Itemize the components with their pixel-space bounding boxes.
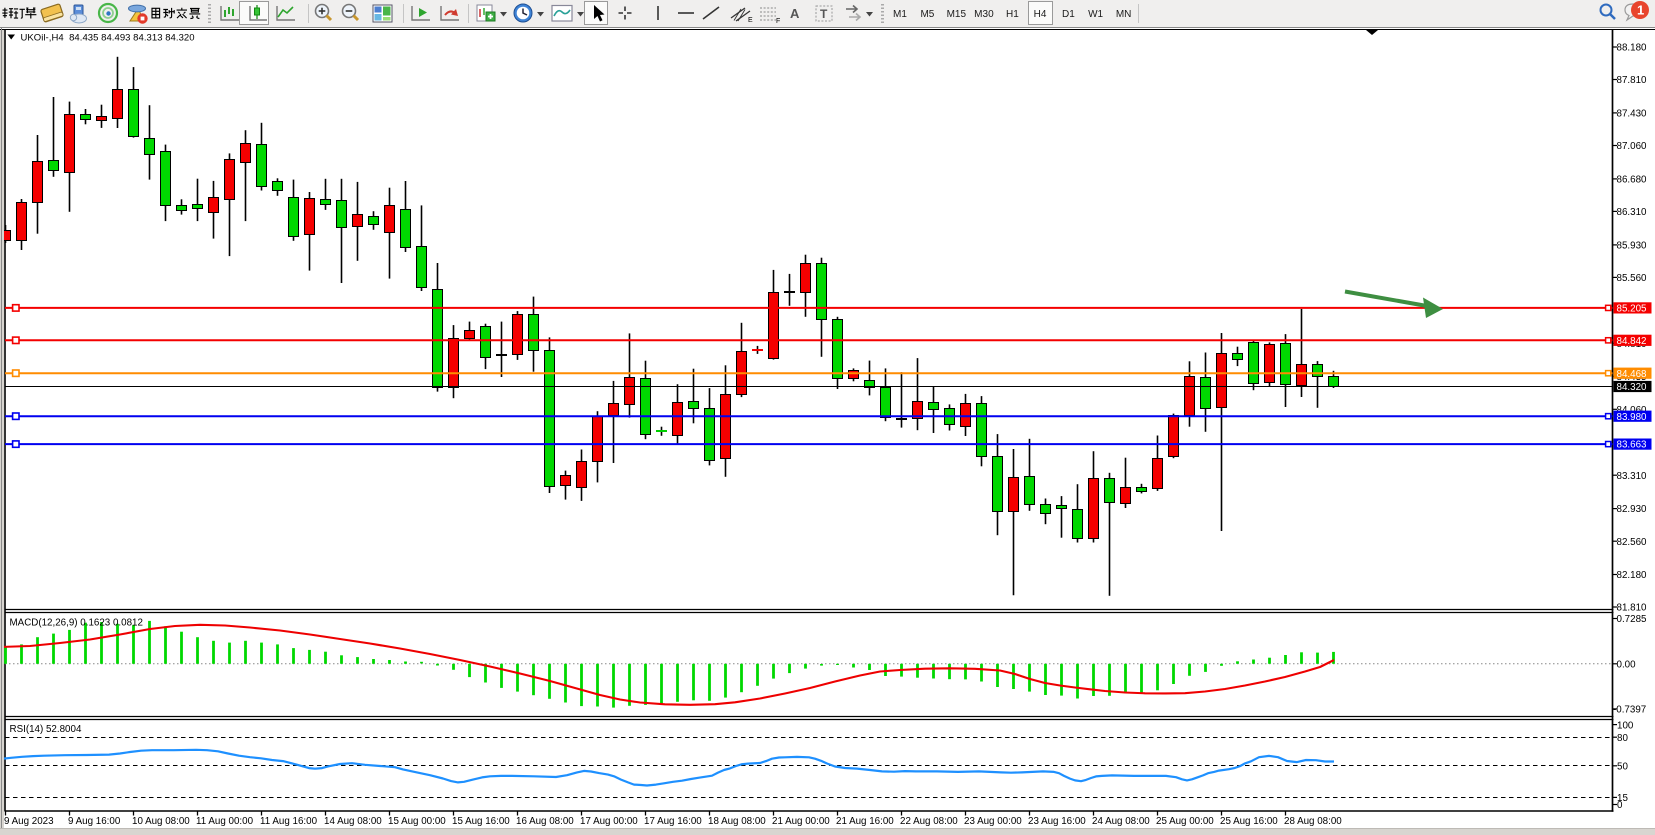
svg-text:86.680: 86.680: [1617, 175, 1648, 186]
svg-text:UKOil-,H4 84.435 84.493 84.31: UKOil-,H4 84.435 84.493 84.313 84.320: [21, 33, 195, 44]
svg-text:85.560: 85.560: [1617, 273, 1648, 284]
svg-text:M1: M1: [893, 9, 907, 20]
svg-text:16 Aug 08:00: 16 Aug 08:00: [516, 816, 574, 827]
svg-text:18 Aug 08:00: 18 Aug 08:00: [708, 816, 766, 827]
svg-text:9 Aug 16:00: 9 Aug 16:00: [68, 816, 121, 827]
svg-text:100: 100: [1617, 721, 1634, 732]
svg-text:85.205: 85.205: [1617, 304, 1648, 315]
svg-text:25 Aug 16:00: 25 Aug 16:00: [1220, 816, 1278, 827]
svg-text:0: 0: [1617, 800, 1623, 811]
svg-text:H1: H1: [1006, 9, 1019, 20]
svg-text:H4: H4: [1034, 9, 1047, 20]
svg-text:87.810: 87.810: [1617, 75, 1648, 86]
svg-text:84.468: 84.468: [1617, 369, 1648, 380]
svg-text:50: 50: [1617, 762, 1628, 773]
svg-text:23 Aug 00:00: 23 Aug 00:00: [964, 816, 1022, 827]
svg-text:25 Aug 00:00: 25 Aug 00:00: [1156, 816, 1214, 827]
svg-text:9 Aug 2023: 9 Aug 2023: [4, 816, 54, 827]
svg-text:17 Aug 00:00: 17 Aug 00:00: [580, 816, 638, 827]
svg-text:M5: M5: [920, 9, 934, 20]
svg-text:87.060: 87.060: [1617, 141, 1648, 152]
svg-text:M30: M30: [974, 9, 994, 20]
svg-text:28 Aug 08:00: 28 Aug 08:00: [1284, 816, 1342, 827]
svg-text:11 Aug 00:00: 11 Aug 00:00: [196, 816, 254, 827]
svg-text:82.180: 82.180: [1617, 570, 1648, 581]
svg-text:24 Aug 08:00: 24 Aug 08:00: [1092, 816, 1150, 827]
svg-text:82.560: 82.560: [1617, 537, 1648, 548]
svg-text:84.060: 84.060: [1617, 405, 1648, 416]
svg-text:87.430: 87.430: [1617, 109, 1648, 120]
svg-text:83.663: 83.663: [1617, 440, 1648, 451]
svg-text:88.180: 88.180: [1617, 43, 1648, 54]
svg-text:15: 15: [1617, 793, 1628, 804]
svg-text:10 Aug 08:00: 10 Aug 08:00: [132, 816, 190, 827]
svg-text:17 Aug 16:00: 17 Aug 16:00: [644, 816, 702, 827]
svg-text:T: T: [820, 7, 828, 21]
svg-text:84.320: 84.320: [1617, 382, 1648, 393]
svg-text:1: 1: [1637, 3, 1644, 18]
svg-text:82.930: 82.930: [1617, 504, 1648, 515]
svg-text:W1: W1: [1088, 9, 1103, 20]
svg-text:21 Aug 16:00: 21 Aug 16:00: [836, 816, 894, 827]
svg-text:11 Aug 16:00: 11 Aug 16:00: [260, 816, 318, 827]
svg-text:MN: MN: [1116, 9, 1132, 20]
svg-text:F: F: [776, 18, 780, 25]
svg-text:0.7285: 0.7285: [1617, 614, 1648, 625]
svg-text:23 Aug 16:00: 23 Aug 16:00: [1028, 816, 1086, 827]
svg-text:80: 80: [1617, 733, 1628, 744]
svg-text:81.810: 81.810: [1617, 603, 1648, 614]
svg-text:15 Aug 00:00: 15 Aug 00:00: [388, 816, 446, 827]
svg-text:83.310: 83.310: [1617, 471, 1648, 482]
svg-text:MACD(12,26,9) 0.1623 0.0812: MACD(12,26,9) 0.1623 0.0812: [10, 618, 143, 629]
svg-text:85.930: 85.930: [1617, 241, 1648, 252]
svg-text:RSI(14) 52.8004: RSI(14) 52.8004: [10, 724, 82, 735]
svg-text:83.980: 83.980: [1617, 412, 1648, 423]
svg-text:86.310: 86.310: [1617, 207, 1648, 218]
svg-text:22 Aug 08:00: 22 Aug 08:00: [900, 816, 958, 827]
svg-text:84.842: 84.842: [1617, 336, 1647, 347]
svg-text:E: E: [748, 17, 753, 24]
svg-text:A: A: [790, 6, 800, 21]
svg-text:21 Aug 00:00: 21 Aug 00:00: [772, 816, 830, 827]
svg-text:14 Aug 08:00: 14 Aug 08:00: [324, 816, 382, 827]
svg-text:D1: D1: [1062, 9, 1075, 20]
svg-text:0.00: 0.00: [1617, 659, 1637, 670]
svg-text:-0.7397: -0.7397: [1613, 705, 1646, 716]
svg-text:M15: M15: [947, 9, 967, 20]
svg-text:15 Aug 16:00: 15 Aug 16:00: [452, 816, 510, 827]
